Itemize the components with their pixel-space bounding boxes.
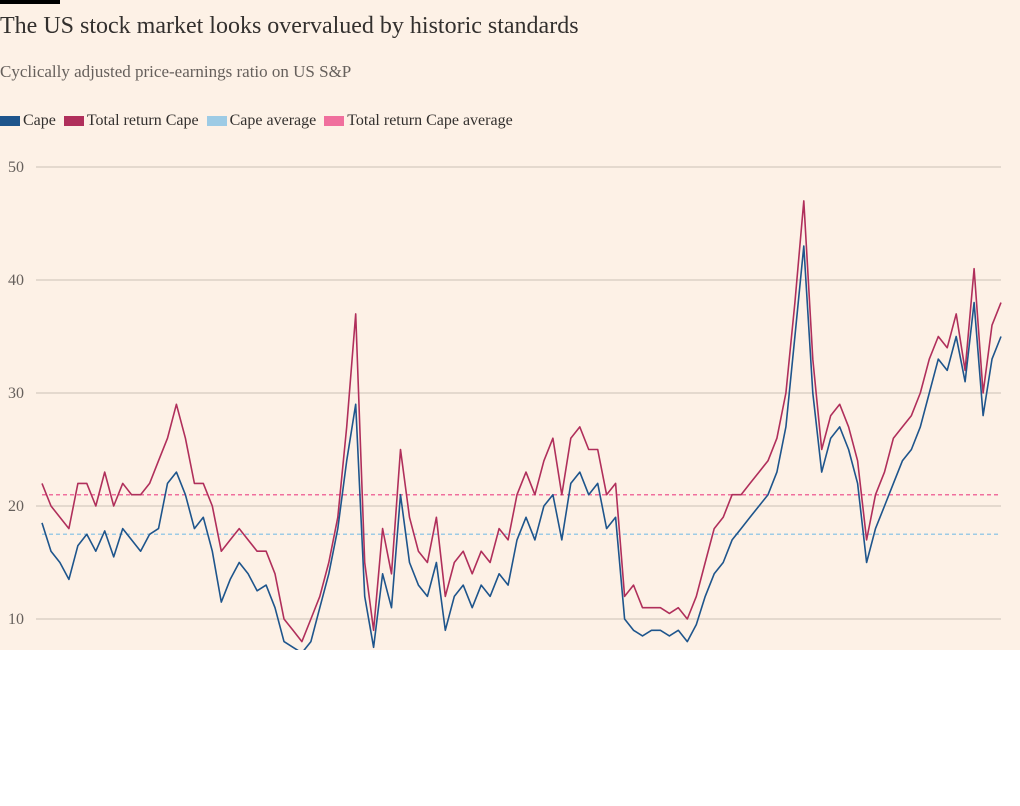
chart-subtitle: Cyclically adjusted price-earnings ratio… <box>0 62 352 81</box>
legend-item-total-return-cape-average: Total return Cape average <box>324 112 513 130</box>
brand-bar <box>0 0 60 4</box>
legend-label-total-return-cape-average: Total return Cape average <box>347 112 513 129</box>
y-tick-label-50: 50 <box>8 159 24 176</box>
legend: Cape Total return Cape Cape average Tota… <box>0 112 521 130</box>
legend-label-cape-average: Cape average <box>229 112 317 129</box>
legend-label-cape: Cape <box>23 112 56 129</box>
legend-item-cape: Cape <box>0 112 56 130</box>
line-chart: 10 20 30 40 50 <box>8 159 1002 650</box>
legend-swatch-total-return-cape <box>63 116 84 126</box>
legend-swatch-total-return-cape-average <box>324 116 345 126</box>
y-tick-label-10: 10 <box>8 611 24 628</box>
chart-card: The US stock market looks overvalued by … <box>0 0 1020 650</box>
chart-title: The US stock market looks overvalued by … <box>0 13 579 39</box>
legend-swatch-cape-average <box>206 116 227 126</box>
y-tick-label-20: 20 <box>8 498 24 515</box>
legend-label-total-return-cape: Total return Cape <box>86 112 199 129</box>
series-line-total-return-cape <box>41 200 1002 643</box>
legend-item-cape-average: Cape average <box>206 112 317 130</box>
legend-swatch-cape <box>0 116 20 126</box>
legend-item-total-return-cape: Total return Cape <box>63 112 199 130</box>
series-line-cape <box>41 245 1002 650</box>
y-tick-label-30: 30 <box>8 385 24 402</box>
y-tick-label-40: 40 <box>8 272 24 289</box>
